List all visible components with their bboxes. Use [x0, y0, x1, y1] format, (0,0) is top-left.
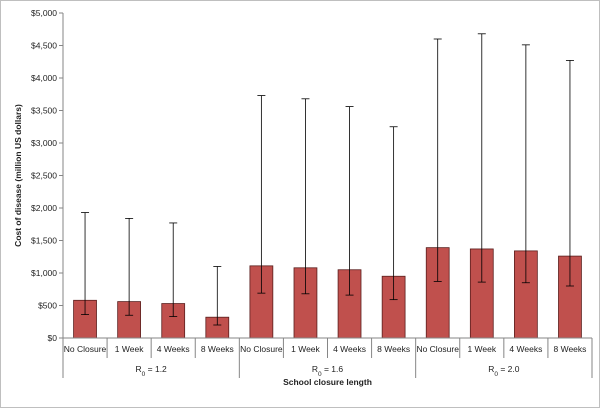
group-label: R0 = 1.2	[136, 364, 168, 378]
category-label: No Closure	[240, 344, 283, 354]
category-label: 4 Weeks	[157, 344, 190, 354]
group-label: R0 = 2.0	[488, 364, 520, 378]
category-label: 8 Weeks	[377, 344, 410, 354]
category-label: 1 Week	[291, 344, 320, 354]
category-label: 1 Week	[115, 344, 144, 354]
y-tick-label: $3,500	[31, 106, 57, 116]
y-tick-label: $2,500	[31, 171, 57, 181]
y-tick-label: $2,000	[31, 203, 57, 213]
category-label: 4 Weeks	[509, 344, 542, 354]
y-tick-label: $4,000	[31, 73, 57, 83]
error-bars	[81, 33, 574, 326]
category-label: 8 Weeks	[201, 344, 234, 354]
category-label: No Closure	[416, 344, 459, 354]
y-tick-label: $5,000	[31, 8, 57, 18]
x-axis: No Closure 1 Week 4 Weeks 8 Weeks R0 = 1.2 No…	[62, 337, 593, 378]
y-tick-label: $3,000	[31, 138, 57, 148]
y-tick-label: $1,000	[31, 268, 57, 278]
y-tick-label: $500	[38, 301, 57, 311]
group-label: R0 = 1.6	[312, 364, 344, 378]
x-axis-title: School closure length	[283, 377, 372, 387]
category-label: 4 Weeks	[333, 344, 366, 354]
y-tick-label: $4,500	[31, 41, 57, 51]
y-tick-label: $1,500	[31, 236, 57, 246]
y-axis-title: Cost of disease (million US dollars)	[13, 104, 23, 247]
y-tick-label: $0	[48, 333, 58, 343]
bars	[73, 247, 582, 339]
y-axis: $0 $500 $1,000 $1,500 $2,000 $2,500 $3,000 $3,5…	[31, 8, 64, 343]
category-label: 1 Week	[467, 344, 496, 354]
category-label: 8 Weeks	[553, 344, 586, 354]
category-label: No Closure	[64, 344, 107, 354]
